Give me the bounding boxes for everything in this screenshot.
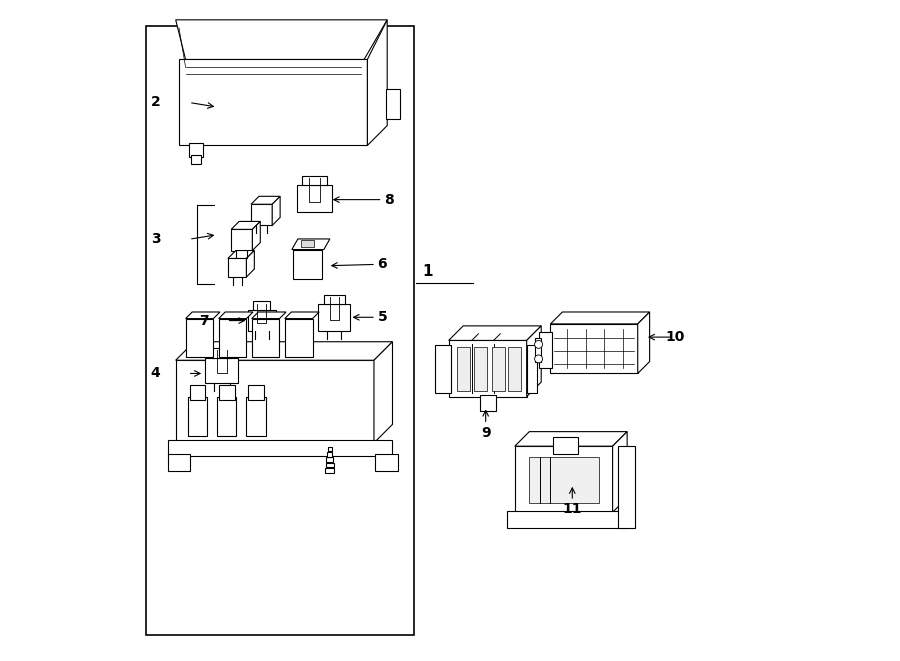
Polygon shape [247, 251, 255, 277]
Text: 5: 5 [377, 310, 387, 325]
Bar [386, 89, 400, 119]
Bar [449, 340, 526, 397]
Bar [491, 347, 505, 391]
Circle shape [535, 355, 543, 363]
Text: 3: 3 [151, 232, 160, 247]
Polygon shape [176, 20, 387, 59]
Bar [167, 454, 190, 471]
Bar [231, 229, 252, 251]
Text: 6: 6 [378, 257, 387, 272]
Polygon shape [551, 312, 650, 324]
Text: 1: 1 [422, 264, 433, 279]
Bar [253, 301, 270, 310]
Polygon shape [367, 20, 387, 145]
Bar [185, 319, 213, 357]
Bar [508, 347, 521, 391]
Polygon shape [374, 342, 392, 443]
Bar [436, 345, 451, 393]
Text: 10: 10 [665, 330, 685, 344]
Bar [473, 347, 487, 391]
Bar [328, 447, 332, 451]
Bar [248, 385, 264, 400]
Bar [480, 395, 496, 411]
Bar [325, 468, 334, 473]
Bar [219, 319, 247, 357]
Bar [302, 241, 314, 247]
Bar [284, 319, 312, 357]
Polygon shape [638, 312, 650, 373]
Bar [167, 440, 392, 456]
Bar [205, 358, 239, 383]
Bar [535, 338, 541, 362]
Bar [217, 397, 237, 436]
Bar [248, 310, 275, 331]
Bar [327, 457, 333, 462]
Polygon shape [231, 221, 260, 229]
Bar [251, 204, 272, 225]
Bar [302, 176, 327, 185]
Text: 4: 4 [150, 366, 160, 381]
Bar [526, 345, 537, 393]
Polygon shape [449, 326, 541, 340]
Polygon shape [292, 239, 329, 250]
Bar [618, 446, 635, 528]
Bar [176, 360, 374, 443]
Text: 2: 2 [150, 95, 160, 110]
Bar [297, 185, 332, 212]
Bar [507, 511, 627, 528]
Polygon shape [185, 312, 220, 319]
Polygon shape [272, 196, 280, 225]
Bar [529, 457, 599, 503]
Polygon shape [613, 432, 627, 512]
Polygon shape [176, 342, 392, 360]
Bar [319, 304, 350, 330]
Bar [246, 397, 266, 436]
Text: 8: 8 [384, 192, 394, 207]
Polygon shape [219, 312, 253, 319]
Bar [146, 26, 414, 635]
Bar [324, 295, 345, 304]
Polygon shape [251, 196, 280, 204]
Text: 7: 7 [199, 313, 209, 328]
Bar [212, 348, 232, 358]
Bar [456, 347, 470, 391]
Polygon shape [252, 221, 260, 251]
Polygon shape [526, 326, 541, 397]
Polygon shape [228, 251, 255, 258]
Bar [187, 397, 207, 436]
Bar [191, 155, 201, 164]
Bar [551, 324, 638, 373]
Bar [326, 463, 334, 467]
Circle shape [535, 340, 543, 348]
Bar [252, 319, 280, 357]
Bar [219, 385, 235, 400]
Bar [515, 446, 613, 512]
Bar [189, 143, 203, 157]
Bar [375, 454, 398, 471]
Bar [538, 332, 552, 368]
Polygon shape [515, 432, 627, 446]
Bar [179, 59, 367, 145]
Polygon shape [284, 312, 319, 319]
Bar [554, 437, 578, 454]
Text: 11: 11 [562, 502, 582, 516]
Polygon shape [252, 312, 286, 319]
Text: 9: 9 [481, 426, 491, 440]
Bar [228, 258, 247, 277]
Bar [327, 452, 332, 457]
Bar [190, 385, 205, 400]
Bar [293, 249, 322, 279]
